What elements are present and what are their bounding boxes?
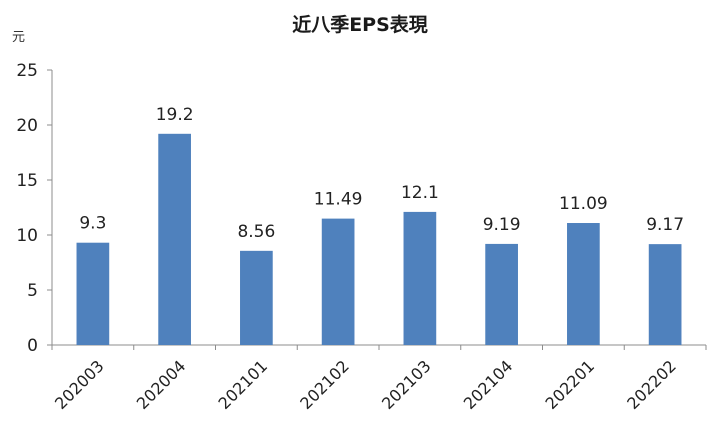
- x-category-label: 202102: [296, 356, 353, 413]
- data-label-202004: 19.2: [156, 105, 194, 125]
- x-category-label: 202103: [378, 356, 435, 413]
- bar-202004: [158, 133, 191, 345]
- bar-202104: [485, 243, 518, 345]
- x-category-label: 202003: [51, 356, 108, 413]
- y-tick-label: 20: [16, 116, 38, 136]
- data-label-202202: 9.17: [646, 215, 684, 235]
- y-tick-label: 0: [27, 336, 38, 356]
- x-category-label: 202101: [215, 356, 272, 413]
- bar-202101: [240, 250, 273, 345]
- bar-202103: [403, 211, 437, 345]
- data-label-202201: 11.09: [559, 194, 608, 214]
- x-category-label: 202104: [460, 356, 517, 413]
- data-label-202104: 9.19: [483, 215, 521, 235]
- bar-202201: [567, 223, 600, 345]
- x-category-label: 202201: [542, 356, 599, 413]
- y-tick-label: 5: [27, 281, 38, 301]
- data-label-202003: 9.3: [79, 214, 106, 234]
- bar-202003: [76, 242, 110, 345]
- y-tick-label: 25: [16, 61, 38, 81]
- y-tick-label: 15: [16, 171, 38, 191]
- data-label-202103: 12.1: [401, 183, 439, 203]
- data-label-202102: 11.49: [314, 190, 363, 210]
- chart-title: 近八季EPS表現: [292, 14, 428, 36]
- y-tick-label: 10: [16, 226, 38, 246]
- bar-202202: [648, 244, 682, 345]
- x-category-label: 202004: [133, 356, 190, 413]
- bar-202102: [321, 218, 355, 345]
- x-category-label: 202202: [623, 356, 680, 413]
- data-label-202101: 8.56: [237, 222, 275, 242]
- y-axis-unit-label: 元: [12, 30, 26, 45]
